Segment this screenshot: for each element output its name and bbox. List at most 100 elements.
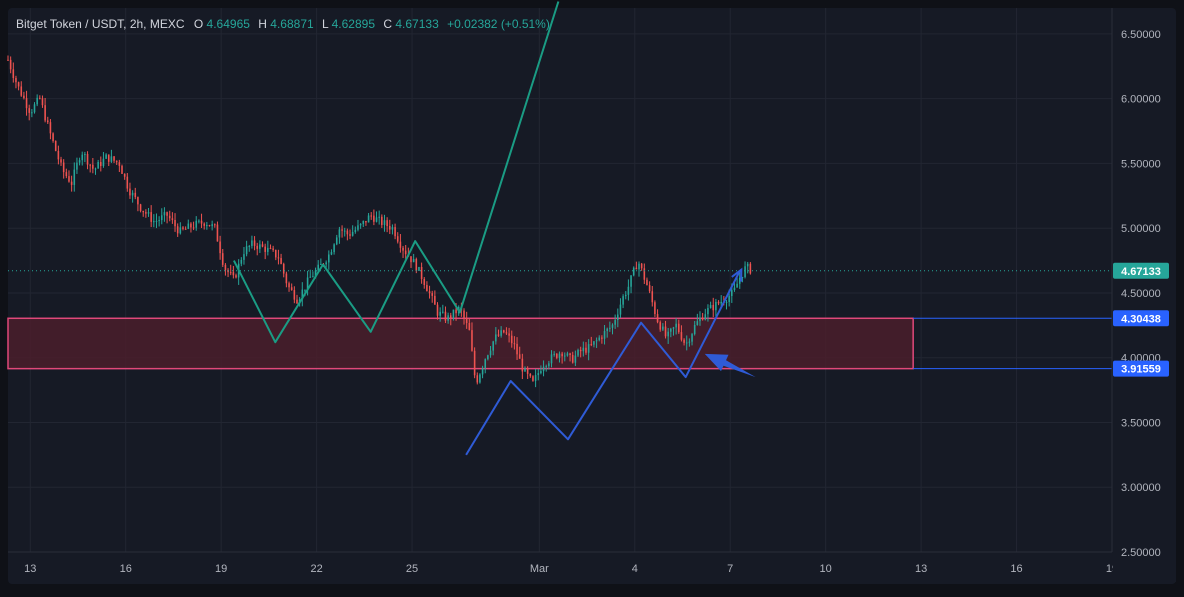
candle-body bbox=[728, 296, 730, 302]
time-tick-label: 19 bbox=[215, 563, 227, 575]
candle-body bbox=[619, 304, 622, 315]
candle-body bbox=[442, 311, 444, 313]
candle-body bbox=[550, 354, 553, 364]
candle-body bbox=[473, 350, 476, 376]
time-tick-label: 7 bbox=[727, 563, 733, 575]
candle-body bbox=[468, 323, 471, 331]
candle-body bbox=[158, 220, 160, 222]
candle-body bbox=[725, 301, 728, 303]
candle-body bbox=[290, 287, 293, 291]
candle-body bbox=[12, 69, 15, 79]
candle-body bbox=[548, 363, 550, 367]
candle-body bbox=[39, 97, 41, 99]
candle-body bbox=[587, 344, 590, 353]
candle-body bbox=[264, 246, 266, 252]
blue-pattern-line[interactable] bbox=[465, 270, 741, 456]
symbol-title: Bitget Token / USDT, 2h, MEXC bbox=[16, 17, 185, 31]
candle-body bbox=[362, 220, 365, 224]
candle-body bbox=[134, 192, 137, 198]
candle-body bbox=[556, 353, 558, 358]
support-zone[interactable] bbox=[7, 317, 914, 370]
candle-body bbox=[375, 217, 378, 222]
candle-body bbox=[542, 366, 545, 372]
candle-body bbox=[41, 98, 44, 106]
candle-body bbox=[508, 333, 510, 336]
candle-body bbox=[198, 220, 200, 222]
candle-body bbox=[285, 273, 288, 284]
candle-body bbox=[325, 262, 327, 265]
candle-body bbox=[335, 237, 338, 245]
candle-body bbox=[293, 290, 296, 300]
candle-body bbox=[664, 326, 667, 337]
candle-body bbox=[566, 353, 569, 356]
level-lines[interactable] bbox=[913, 317, 1112, 370]
candle-body bbox=[115, 160, 118, 163]
candle-body bbox=[733, 287, 736, 291]
candle-body bbox=[9, 59, 12, 70]
candle-body bbox=[643, 268, 646, 280]
candle-body bbox=[92, 164, 94, 169]
candle-body bbox=[78, 160, 81, 163]
low-value: 4.62895 bbox=[332, 17, 376, 31]
last-price-badge: 4.67133 bbox=[1121, 266, 1161, 278]
time-axis[interactable]: 13 16 19 22 25 Mar 4 7 10 13 16 19 bbox=[24, 556, 1176, 582]
time-tick-label: 13 bbox=[915, 563, 927, 575]
candle-body bbox=[296, 299, 298, 304]
candle-body bbox=[606, 328, 608, 331]
candle-body bbox=[712, 304, 715, 311]
candle-body bbox=[200, 220, 203, 224]
candle-body bbox=[168, 215, 171, 219]
candle-body bbox=[553, 353, 555, 355]
candle-body bbox=[513, 343, 516, 345]
candle-body bbox=[654, 302, 656, 315]
candle-body bbox=[741, 276, 744, 278]
candle-body bbox=[370, 215, 373, 217]
candle-body bbox=[412, 259, 415, 263]
zone-rectangle[interactable] bbox=[7, 317, 914, 370]
candle-body bbox=[420, 266, 423, 280]
candle-body bbox=[269, 247, 272, 249]
candle-body bbox=[731, 290, 733, 297]
chart-legend: Bitget Token / USDT, 2h, MEXC O 4.64965 … bbox=[16, 17, 550, 31]
candle-body bbox=[253, 240, 256, 246]
candle-body bbox=[699, 317, 701, 322]
candle-body bbox=[166, 212, 168, 216]
candle-body bbox=[521, 358, 524, 372]
teal-pattern-line[interactable] bbox=[233, 1, 560, 344]
candle-body bbox=[52, 133, 54, 141]
candle-body bbox=[648, 285, 651, 292]
candle-body bbox=[131, 192, 134, 196]
candle-body bbox=[349, 234, 351, 236]
candle-body bbox=[680, 332, 683, 340]
candle-body bbox=[261, 244, 264, 247]
candle-body bbox=[635, 267, 638, 270]
candle-body bbox=[471, 330, 473, 351]
candle-body bbox=[481, 367, 484, 375]
blue-arrowhead[interactable] bbox=[731, 267, 743, 282]
candle-body bbox=[415, 259, 418, 271]
candle-body bbox=[598, 337, 601, 341]
candle-body bbox=[187, 223, 190, 229]
candle-body bbox=[569, 353, 571, 356]
candle-body bbox=[320, 263, 322, 265]
high-label: H bbox=[258, 17, 267, 31]
price-axis[interactable]: 6.500006.000005.500005.000004.500004.000… bbox=[1121, 29, 1161, 559]
candle-body bbox=[386, 220, 388, 227]
blue-pointer-arrow[interactable] bbox=[704, 353, 756, 378]
candle-body bbox=[455, 309, 457, 314]
candle-body bbox=[102, 158, 105, 167]
candle-body bbox=[693, 324, 696, 335]
candle-body bbox=[630, 275, 632, 287]
candle-body bbox=[696, 321, 699, 325]
candle-body bbox=[529, 373, 532, 377]
candle-body bbox=[436, 304, 439, 316]
candle-body bbox=[396, 236, 399, 242]
candle-body bbox=[17, 82, 20, 87]
candle-body bbox=[434, 295, 436, 305]
candle-body bbox=[341, 229, 343, 231]
time-tick-label: 10 bbox=[820, 563, 832, 575]
candle-body bbox=[431, 293, 434, 296]
drawn-patterns[interactable] bbox=[233, 1, 756, 456]
